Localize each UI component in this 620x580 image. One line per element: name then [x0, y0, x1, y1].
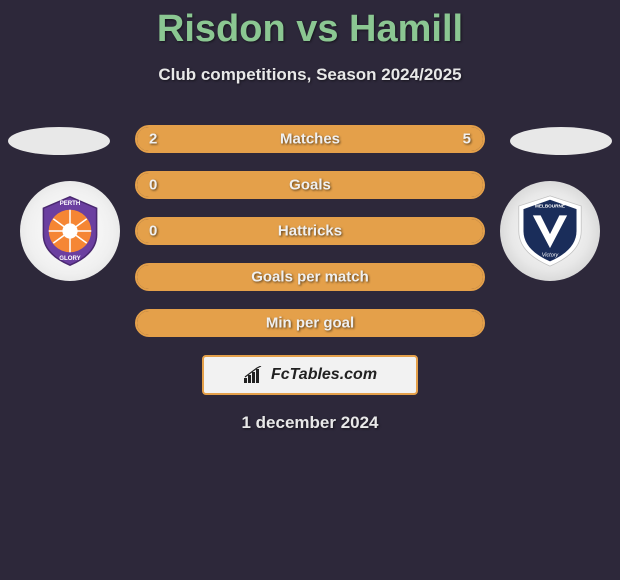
fctables-chart-icon — [243, 366, 265, 384]
subtitle: Club competitions, Season 2024/2025 — [0, 65, 620, 85]
stats-column: Matches 2 5 Goals 0 Hattricks 0 Goals per match… — [135, 125, 485, 337]
player-photo-left-placeholder — [8, 127, 110, 155]
brand-label: FcTables.com — [271, 366, 377, 384]
club-badge-left: PERTH GLORY — [20, 181, 120, 281]
stat-value-left: 2 — [149, 131, 157, 148]
comparison-area: PERTH GLORY MELBOURNE Victory Matches 2 5 G… — [0, 125, 620, 433]
stat-row: Min per goal — [135, 309, 485, 337]
stat-fill-right — [234, 127, 483, 151]
stat-value-left: 0 — [149, 223, 157, 240]
svg-text:MELBOURNE: MELBOURNE — [535, 204, 565, 209]
stat-row: Matches 2 5 — [135, 125, 485, 153]
stat-row: Goals 0 — [135, 171, 485, 199]
svg-text:GLORY: GLORY — [59, 255, 80, 262]
brand-box[interactable]: FcTables.com — [202, 355, 418, 395]
stat-value-right: 5 — [463, 131, 471, 148]
club-badge-right: MELBOURNE Victory — [500, 181, 600, 281]
stat-label: Goals per match — [251, 269, 369, 286]
stat-label: Goals — [289, 177, 331, 194]
date-label: 1 december 2024 — [0, 413, 620, 433]
stat-label: Matches — [280, 131, 340, 148]
stat-row: Goals per match — [135, 263, 485, 291]
svg-text:PERTH: PERTH — [60, 200, 81, 207]
melbourne-victory-logo-icon: MELBOURNE Victory — [511, 192, 589, 270]
stat-value-left: 0 — [149, 177, 157, 194]
stat-row: Hattricks 0 — [135, 217, 485, 245]
page-title: Risdon vs Hamill — [0, 0, 620, 51]
stat-label: Hattricks — [278, 223, 342, 240]
player-photo-right-placeholder — [510, 127, 612, 155]
svg-text:Victory: Victory — [542, 253, 559, 259]
perth-glory-logo-icon: PERTH GLORY — [32, 193, 108, 269]
stat-label: Min per goal — [266, 315, 354, 332]
